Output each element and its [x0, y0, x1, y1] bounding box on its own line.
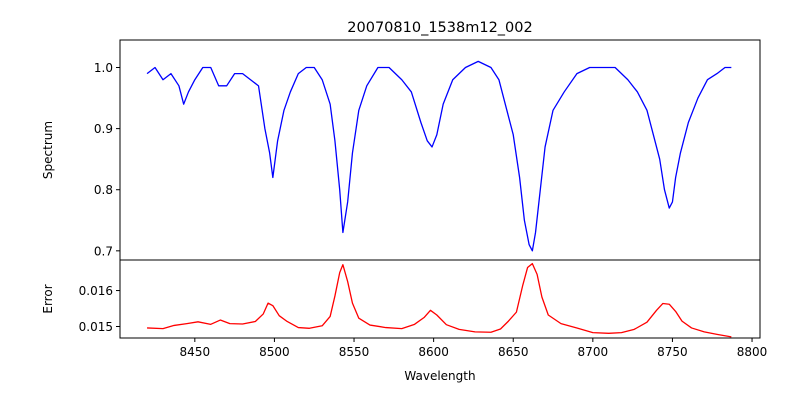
chart-title: 20070810_1538m12_002	[347, 20, 532, 36]
x-tick-label: 8500	[259, 345, 290, 359]
y-tick-label: 1.0	[94, 61, 113, 75]
y-tick-label: 0.016	[79, 284, 113, 298]
x-axis-label: Wavelength	[404, 369, 475, 383]
x-tick-label: 8600	[418, 345, 449, 359]
error-line	[147, 262, 732, 338]
spectrum-plot-frame	[119, 39, 761, 261]
spectrum-axis-label: Spectrum	[41, 121, 55, 179]
x-tick-label: 8450	[180, 345, 211, 359]
y-tick-label: 0.8	[94, 183, 113, 197]
error-plot-frame	[119, 259, 761, 339]
x-tick-label: 8750	[657, 345, 688, 359]
x-tick-label: 8650	[498, 345, 529, 359]
x-tick-label: 8700	[578, 345, 609, 359]
error-axis-label: Error	[41, 284, 55, 313]
spectrum-line	[146, 60, 732, 252]
x-tick-label: 8800	[737, 345, 768, 359]
x-tick-label: 8550	[339, 345, 370, 359]
y-tick-label: 0.015	[79, 320, 113, 334]
y-tick-label: 0.9	[94, 122, 113, 136]
y-tick-label: 0.7	[94, 244, 113, 258]
